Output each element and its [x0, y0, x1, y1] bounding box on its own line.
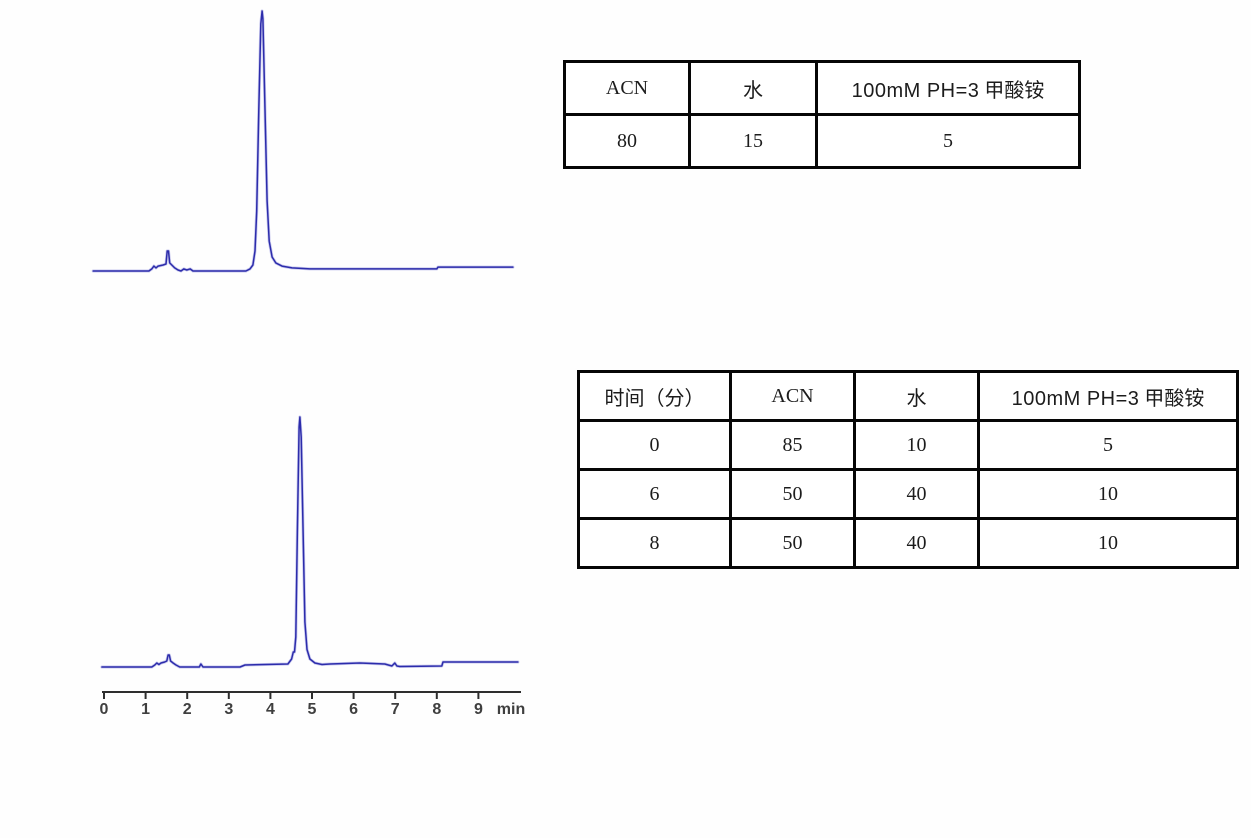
cell-time-value: 8: [577, 517, 732, 569]
cell-acn-value: 85: [729, 419, 856, 471]
column-header-water: 水: [853, 370, 980, 422]
isocratic-mobile-phase-table: ACN 水 100mM PH=3 甲酸铵 80 15 5: [563, 60, 1081, 169]
table-row: 0 85 10 5: [577, 419, 1239, 471]
cell-acn-value: 50: [729, 468, 856, 520]
cell-acn-value: 80: [563, 113, 691, 169]
buffer-header-latin: 100mM PH=3: [1011, 387, 1140, 410]
x-axis-tick-label: 5: [308, 701, 317, 718]
cell-buffer-value: 10: [977, 468, 1239, 520]
column-header-buffer: 100mM PH=3 甲酸铵: [815, 60, 1081, 116]
x-axis-tick-label: 8: [432, 701, 441, 718]
cell-buffer-value: 5: [977, 419, 1239, 471]
cell-time-value: 6: [577, 468, 732, 520]
table-header-row: ACN 水 100mM PH=3 甲酸铵: [563, 60, 1081, 116]
x-axis-tick-label: 0: [100, 701, 109, 718]
trace-line: [92, 10, 514, 272]
cell-water-value: 10: [853, 419, 980, 471]
cell-water-value: 40: [853, 517, 980, 569]
table-header-row: 时间（分） ACN 水 100mM PH=3 甲酸铵: [577, 370, 1239, 422]
chromatogram-top: [91, 9, 515, 273]
table-row: 6 50 40 10: [577, 468, 1239, 520]
cell-water-value: 15: [688, 113, 818, 169]
cell-buffer-value: 5: [815, 113, 1081, 169]
column-header-time: 时间（分）: [577, 370, 732, 422]
gradient-program-table: 时间（分） ACN 水 100mM PH=3 甲酸铵 0 85 10 5 6 5…: [577, 370, 1239, 569]
cell-buffer-value: 10: [977, 517, 1239, 569]
column-header-acn: ACN: [729, 370, 856, 422]
column-header-acn: ACN: [563, 60, 691, 116]
table-row: 80 15 5: [563, 113, 1081, 169]
x-axis-tick-label: 3: [224, 701, 233, 718]
trace-line: [101, 416, 519, 668]
column-header-water: 水: [688, 60, 818, 116]
x-axis-tick-label: 9: [474, 701, 483, 718]
cell-water-value: 40: [853, 468, 980, 520]
x-axis-tick-label: 7: [391, 701, 400, 718]
trace-glow: [91, 9, 515, 273]
buffer-header-cjk: 甲酸铵: [984, 79, 1045, 102]
buffer-header-latin: 100mM PH=3: [851, 79, 980, 102]
table-row: 8 50 40 10: [577, 517, 1239, 569]
x-axis-tick-label: 1: [141, 701, 150, 718]
x-axis-tick-label: 6: [349, 701, 358, 718]
buffer-header-cjk: 甲酸铵: [1144, 387, 1205, 410]
trace-glow: [100, 415, 520, 669]
column-header-buffer: 100mM PH=3 甲酸铵: [977, 370, 1239, 422]
cell-acn-value: 50: [729, 517, 856, 569]
x-axis-unit-label: min: [497, 701, 525, 718]
x-axis-tick-label: 4: [266, 701, 275, 718]
cell-time-value: 0: [577, 419, 732, 471]
x-axis-tick-label: 2: [183, 701, 192, 718]
chromatogram-bottom: 0 1 2 3 4 5 6 7 8 9 min: [100, 415, 525, 718]
